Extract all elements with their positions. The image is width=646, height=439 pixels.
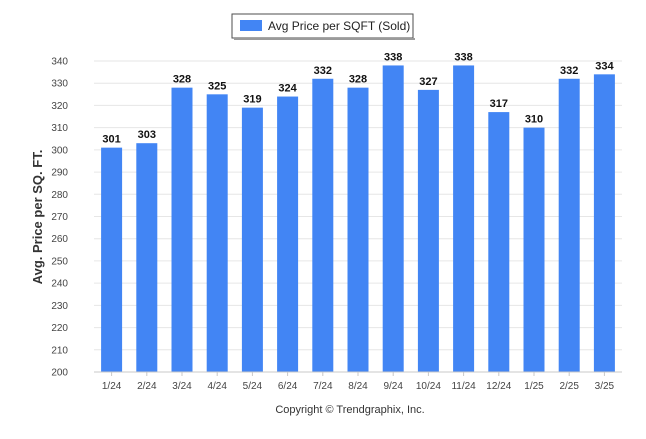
legend-box-shadow [234, 38, 415, 40]
y-tick-label: 290 [51, 168, 68, 179]
data-label: 328 [173, 74, 191, 86]
x-tick-label: 3/24 [172, 381, 192, 392]
y-axis-ticks: 200 210 220 230 240 250 260 270 280 290 300 310 320 3… [51, 57, 68, 379]
legend-label: Avg Price per SQFT (Sold) [268, 19, 410, 33]
legend[interactable]: Avg Price per SQFT (Sold) [231, 13, 415, 40]
x-tick-label: 2/24 [137, 381, 157, 392]
x-tick-label: 10/24 [416, 381, 441, 392]
y-tick-label: 260 [51, 234, 68, 245]
bar [488, 112, 510, 372]
x-tick-label: 11/24 [451, 381, 476, 392]
y-axis-title: Avg. Price per SQ. FT. [30, 150, 45, 285]
bar [593, 74, 615, 372]
y-tick-label: 210 [51, 345, 68, 356]
y-tick-label: 220 [51, 323, 68, 334]
y-tick-label: 270 [51, 212, 68, 223]
y-tick-label: 230 [51, 301, 68, 312]
data-label: 334 [595, 60, 614, 72]
data-label: 324 [278, 83, 297, 95]
data-label: 325 [208, 80, 226, 92]
x-tick-label: 4/24 [207, 381, 227, 392]
data-label: 317 [490, 98, 508, 110]
x-tick-label: 3/25 [595, 381, 615, 392]
y-tick-label: 320 [51, 101, 68, 112]
bar [277, 96, 299, 373]
bar [523, 127, 545, 373]
data-labels: 301 303 328 325 319 324 332 328 338 327 338 317 310 3… [102, 51, 614, 145]
bar [558, 78, 580, 373]
data-label: 303 [138, 129, 156, 141]
data-label: 332 [314, 65, 332, 77]
legend-box [231, 13, 414, 39]
y-tick-label: 200 [51, 368, 68, 379]
y-tick-label: 240 [51, 279, 68, 290]
x-tick-label: 5/24 [243, 381, 263, 392]
y-tick-label: 250 [51, 256, 68, 267]
bar [171, 87, 193, 373]
y-tick-label: 310 [51, 123, 68, 134]
bars [101, 65, 615, 373]
y-tick-label: 300 [51, 145, 68, 156]
bar [417, 89, 439, 372]
bar [347, 87, 369, 373]
data-label: 319 [243, 94, 261, 106]
x-tick-label: 8/24 [348, 381, 368, 392]
x-tick-label: 9/24 [383, 381, 403, 392]
y-tick-label: 340 [51, 57, 68, 68]
bar [101, 147, 123, 372]
data-label: 328 [349, 74, 367, 86]
bar [206, 94, 228, 373]
x-tick-label: 1/24 [102, 381, 122, 392]
bar [453, 65, 475, 372]
x-tick-label: 6/24 [278, 381, 298, 392]
bar [241, 107, 263, 373]
legend-swatch [240, 20, 262, 31]
x-tick-label: 12/24 [486, 381, 511, 392]
copyright: Copyright © Trendgraphix, Inc. [275, 404, 424, 416]
x-tick-label: 2/25 [559, 381, 579, 392]
x-tick-label: 7/24 [313, 381, 333, 392]
x-tick-label: 1/25 [524, 381, 544, 392]
bar [136, 143, 158, 372]
x-axis-ticks: 1/24 2/24 3/24 4/24 5/24 6/24 7/24 8/24 9/24 10/2… [102, 372, 615, 392]
data-label: 301 [102, 134, 120, 146]
bar [382, 65, 404, 372]
data-label: 327 [419, 76, 437, 88]
y-tick-label: 330 [51, 79, 68, 90]
data-label: 338 [384, 51, 402, 63]
data-label: 338 [454, 51, 472, 63]
bar [312, 78, 334, 373]
data-label: 310 [525, 114, 543, 126]
y-tick-label: 280 [51, 190, 68, 201]
data-label: 332 [560, 65, 578, 77]
